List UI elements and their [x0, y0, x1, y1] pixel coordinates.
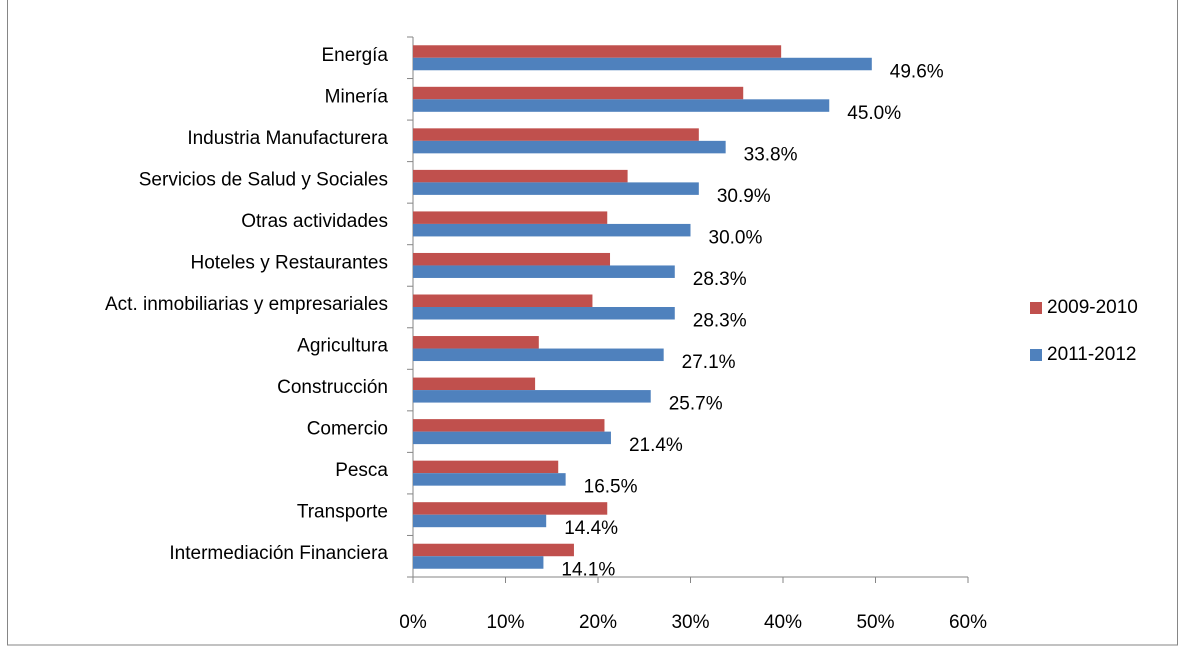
- legend-label: 2009-2010: [1047, 297, 1138, 318]
- y-tick-label: Hoteles y Restaurantes: [191, 252, 389, 273]
- x-tick-label: 50%: [856, 612, 894, 633]
- bar: [413, 86, 744, 100]
- bar: [413, 377, 536, 391]
- bar: [413, 419, 605, 432]
- bar: [413, 128, 699, 141]
- y-tick-label: Transporte: [297, 502, 388, 523]
- legend-swatch: [1030, 302, 1042, 314]
- y-tick-label: Agricultura: [297, 336, 388, 357]
- bar: [413, 99, 830, 112]
- y-tick-label: Servicios de Salud y Sociales: [139, 169, 388, 190]
- y-tick-label: Pesca: [335, 460, 388, 481]
- value-label: 27.1%: [682, 352, 736, 373]
- bar: [413, 140, 726, 154]
- x-tick-label: 40%: [764, 612, 802, 633]
- bar: [413, 169, 628, 183]
- bar: [413, 182, 699, 195]
- legend-label: 2011-2012: [1047, 344, 1136, 365]
- bar: [413, 543, 574, 557]
- bar: [413, 223, 691, 237]
- y-tick-label: Construcción: [277, 377, 388, 398]
- y-tick-label: Comercio: [307, 419, 388, 440]
- chart-frame: [7, 0, 1178, 646]
- value-label: 28.3%: [693, 311, 747, 332]
- bar: [413, 556, 544, 569]
- bar: [413, 502, 608, 515]
- value-label: 45.0%: [847, 103, 901, 124]
- y-tick-label: Intermediación Financiera: [169, 543, 388, 564]
- x-tick-label: 30%: [671, 612, 709, 633]
- value-label: 33.8%: [744, 144, 798, 165]
- y-tick-label: Act. inmobiliarias y empresariales: [105, 294, 388, 315]
- bar: [413, 45, 782, 58]
- value-label: 28.3%: [693, 269, 747, 290]
- bar: [413, 265, 675, 278]
- value-label: 14.4%: [564, 518, 618, 539]
- bar: [413, 211, 608, 224]
- value-label: 30.9%: [717, 186, 771, 207]
- bar: [413, 336, 539, 349]
- legend-swatch: [1030, 349, 1042, 361]
- x-tick-label: 60%: [949, 612, 987, 633]
- bar: [413, 307, 675, 320]
- y-tick-label: Industria Manufacturera: [187, 128, 388, 149]
- x-tick-label: 20%: [579, 612, 617, 633]
- x-tick-label: 0%: [399, 612, 427, 633]
- y-tick-label: Otras actividades: [241, 211, 388, 232]
- value-label: 25.7%: [669, 394, 723, 415]
- bar: [413, 473, 566, 486]
- value-label: 16.5%: [584, 477, 638, 498]
- value-label: 14.1%: [561, 560, 615, 581]
- bar: [413, 460, 559, 474]
- value-label: 49.6%: [890, 61, 944, 82]
- x-tick-label: 10%: [486, 612, 524, 633]
- bar: [413, 514, 547, 528]
- bar: [413, 252, 611, 266]
- value-label: 30.0%: [709, 227, 763, 248]
- y-tick-label: Energía: [321, 45, 388, 66]
- bar: [413, 57, 872, 71]
- value-label: 21.4%: [629, 435, 683, 456]
- bar: [413, 431, 611, 445]
- bar: [413, 390, 651, 403]
- bar: [413, 348, 664, 362]
- y-tick-label: Minería: [325, 86, 389, 107]
- bar: [413, 294, 593, 307]
